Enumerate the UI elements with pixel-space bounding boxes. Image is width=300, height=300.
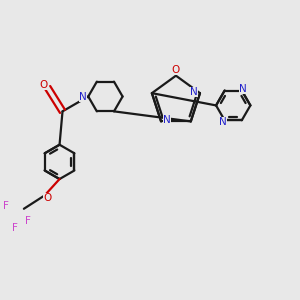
Text: O: O: [171, 65, 179, 75]
Text: N: N: [79, 92, 87, 101]
Text: F: F: [26, 216, 31, 226]
Text: F: F: [12, 223, 18, 233]
Text: O: O: [43, 193, 51, 203]
Text: O: O: [39, 80, 47, 90]
Text: F: F: [3, 201, 9, 211]
Text: N: N: [190, 87, 198, 97]
Text: N: N: [219, 117, 227, 127]
Text: N: N: [163, 115, 171, 125]
Text: N: N: [239, 84, 247, 94]
